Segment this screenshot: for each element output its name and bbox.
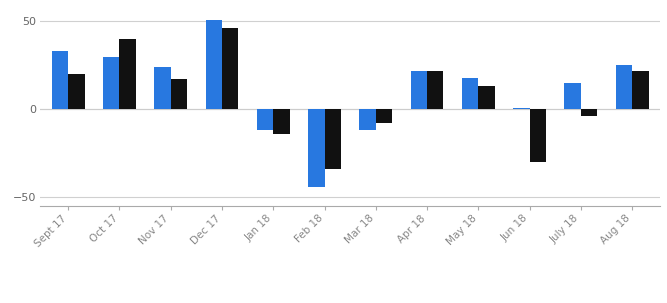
Legend: Fund Returns, Industry Average: Fund Returns, Industry Average [221,300,480,303]
Bar [52,51,68,109]
Bar [171,79,187,109]
Bar [411,71,427,109]
Bar [205,20,222,109]
Bar [376,109,392,123]
Bar [564,83,581,109]
Bar [103,57,119,109]
Bar [462,78,478,109]
Bar [632,71,648,109]
Bar [478,86,495,109]
Bar [119,39,136,109]
Bar [68,74,85,109]
Bar [530,109,546,162]
Bar [325,109,341,169]
Bar [257,109,273,130]
Bar [154,67,171,109]
Bar [273,109,289,134]
Bar [308,109,325,187]
Bar [513,108,530,109]
Bar [581,109,597,116]
Bar [222,28,238,109]
Bar [616,65,632,109]
Bar [427,71,444,109]
Bar [360,109,376,130]
